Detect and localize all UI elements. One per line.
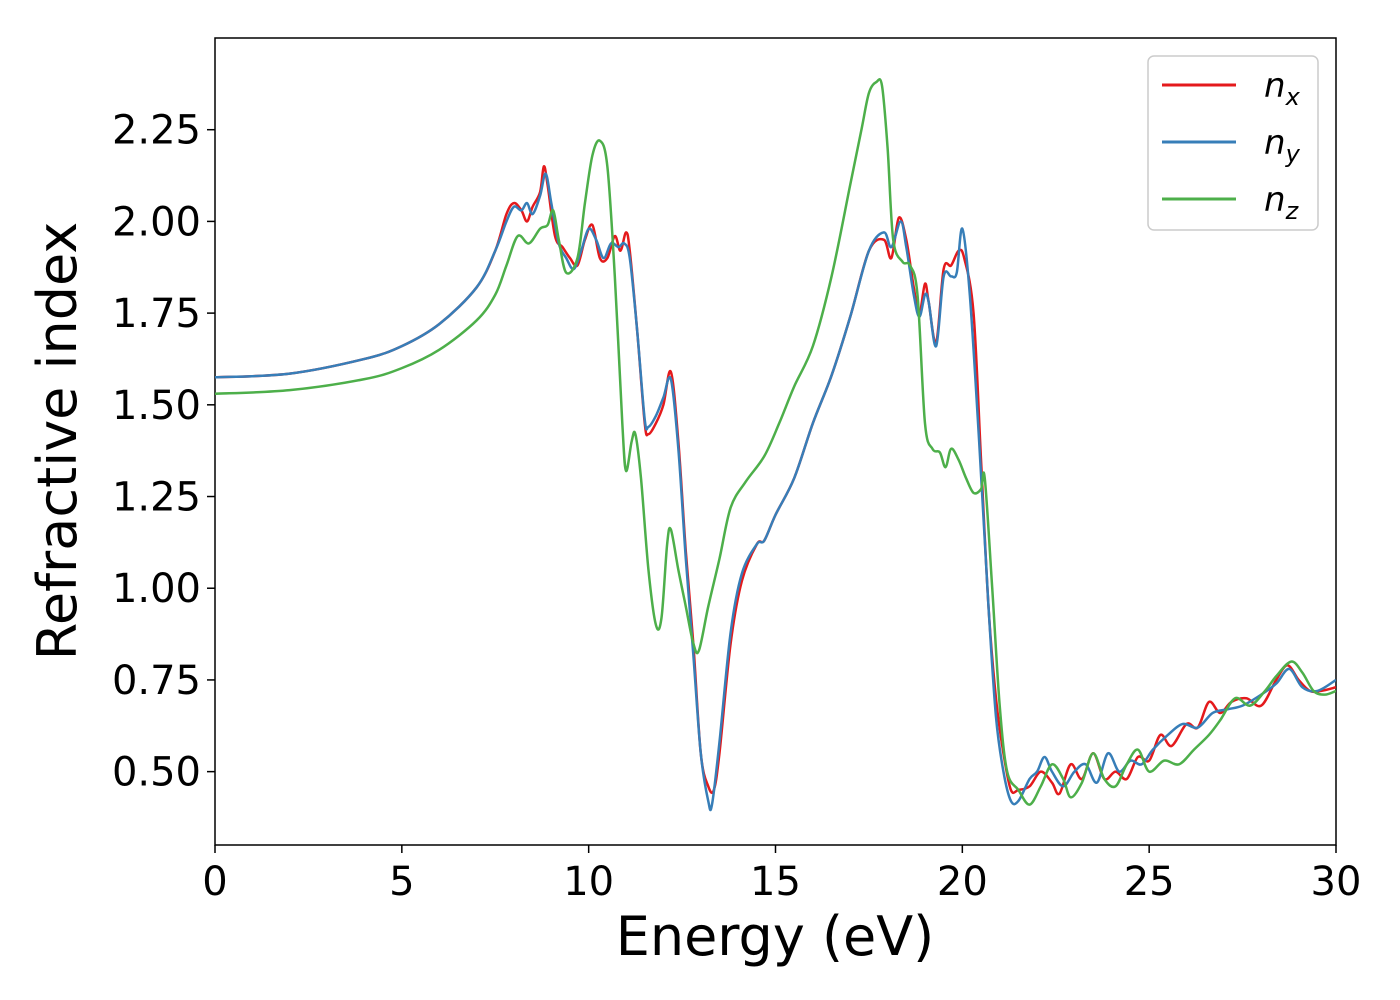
y-axis-label: Refractive index: [26, 222, 89, 661]
series-layer: [215, 78, 1336, 812]
legend-subscript: x: [1285, 83, 1301, 111]
legend-symbol: n: [1264, 123, 1286, 163]
legend-subscript: y: [1285, 140, 1301, 168]
x-tick-label: 30: [1311, 859, 1362, 905]
legend-symbol: n: [1264, 66, 1286, 106]
series-line-nz: [215, 78, 1336, 806]
x-axis-label: Energy (eV): [616, 905, 935, 968]
legend-label-nx: nx: [1264, 66, 1301, 111]
y-tick-label: 2.00: [112, 199, 201, 245]
x-tick-label: 10: [563, 859, 614, 905]
y-tick-label: 1.75: [112, 291, 201, 337]
series-line-ny: [215, 172, 1336, 812]
legend-subscript: z: [1285, 197, 1300, 225]
x-tick-label: 5: [389, 859, 414, 905]
legend-label-ny: ny: [1264, 123, 1301, 168]
x-tick-label: 15: [750, 859, 801, 905]
x-axis-ticks: 0 5 10 15 20 25 30: [202, 845, 1361, 905]
y-tick-label: 1.50: [112, 383, 201, 429]
x-tick-label: 25: [1124, 859, 1175, 905]
y-tick-label: 0.50: [112, 750, 201, 796]
y-tick-label: 1.25: [112, 475, 201, 521]
legend-label-nz: nz: [1264, 180, 1300, 225]
y-tick-label: 0.75: [112, 658, 201, 704]
y-axis-ticks: 0.50 0.75 1.00 1.25 1.50 1.75 2.00 2.25: [112, 108, 215, 796]
x-tick-label: 0: [202, 859, 227, 905]
y-tick-label: 2.25: [112, 108, 201, 154]
legend-symbol: n: [1264, 180, 1286, 220]
x-tick-label: 20: [937, 859, 988, 905]
y-tick-label: 1.00: [112, 566, 201, 612]
